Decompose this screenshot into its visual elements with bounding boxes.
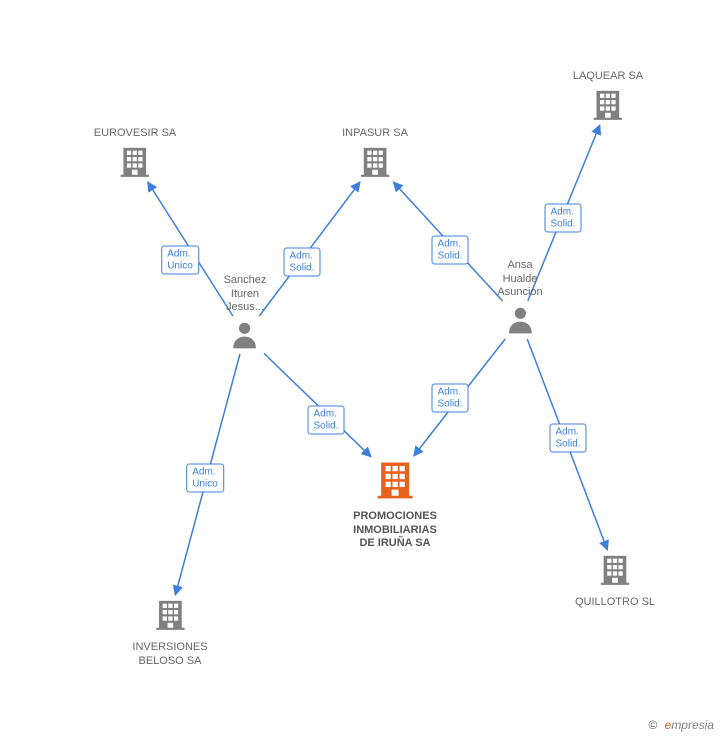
node-label: LAQUEAR SA xyxy=(573,70,643,84)
edge-label-sanchez-inpasur: Adm. Solid. xyxy=(283,248,320,277)
building-icon xyxy=(598,553,632,587)
person-icon xyxy=(229,319,261,351)
node-beloso[interactable]: INVERSIONES BELOSO SA xyxy=(132,598,207,668)
node-label: Ansa Hualde Asuncion xyxy=(497,259,542,300)
node-sanchez[interactable]: Sanchez Ituren Jesus... xyxy=(224,274,267,356)
brand-rest: mpresia xyxy=(671,718,714,732)
node-inpasur[interactable]: INPASUR SA xyxy=(342,127,408,184)
edge-label-sanchez-eurovesir: Adm. Unico xyxy=(161,246,199,275)
building-icon xyxy=(118,145,152,179)
person-icon xyxy=(504,304,536,336)
building-icon xyxy=(591,88,625,122)
edge-label-sanchez-beloso: Adm. Unico xyxy=(186,464,224,493)
node-label: PROMOCIONES INMOBILIARIAS DE IRUÑA SA xyxy=(353,510,437,551)
node-label: EUROVESIR SA xyxy=(94,127,177,141)
copyright-symbol: © xyxy=(648,718,657,732)
edge-label-ansa-quillotro: Adm. Solid. xyxy=(549,424,586,453)
building-icon xyxy=(358,145,392,179)
building-icon xyxy=(374,459,416,501)
edge-label-sanchez-promociones: Adm. Solid. xyxy=(307,406,344,435)
edge-label-ansa-promociones: Adm. Solid. xyxy=(431,384,468,413)
node-eurovesir[interactable]: EUROVESIR SA xyxy=(94,127,177,184)
node-quillotro[interactable]: QUILLOTRO SL xyxy=(575,553,655,610)
node-label: QUILLOTRO SL xyxy=(575,596,655,610)
footer-credit: © empresia xyxy=(648,718,714,732)
edge-label-ansa-laquear: Adm. Solid. xyxy=(544,204,581,233)
diagram-canvas: EUROVESIR SA INPASUR SA LAQUEAR SA xyxy=(0,0,728,740)
node-promociones[interactable]: PROMOCIONES INMOBILIARIAS DE IRUÑA SA xyxy=(353,459,437,551)
edge-label-ansa-inpasur: Adm. Solid. xyxy=(431,236,468,265)
node-laquear[interactable]: LAQUEAR SA xyxy=(573,70,643,127)
node-ansa[interactable]: Ansa Hualde Asuncion xyxy=(497,259,542,341)
node-label: INVERSIONES BELOSO SA xyxy=(132,641,207,669)
node-label: Sanchez Ituren Jesus... xyxy=(224,274,267,315)
building-icon xyxy=(153,598,187,632)
node-label: INPASUR SA xyxy=(342,127,408,141)
